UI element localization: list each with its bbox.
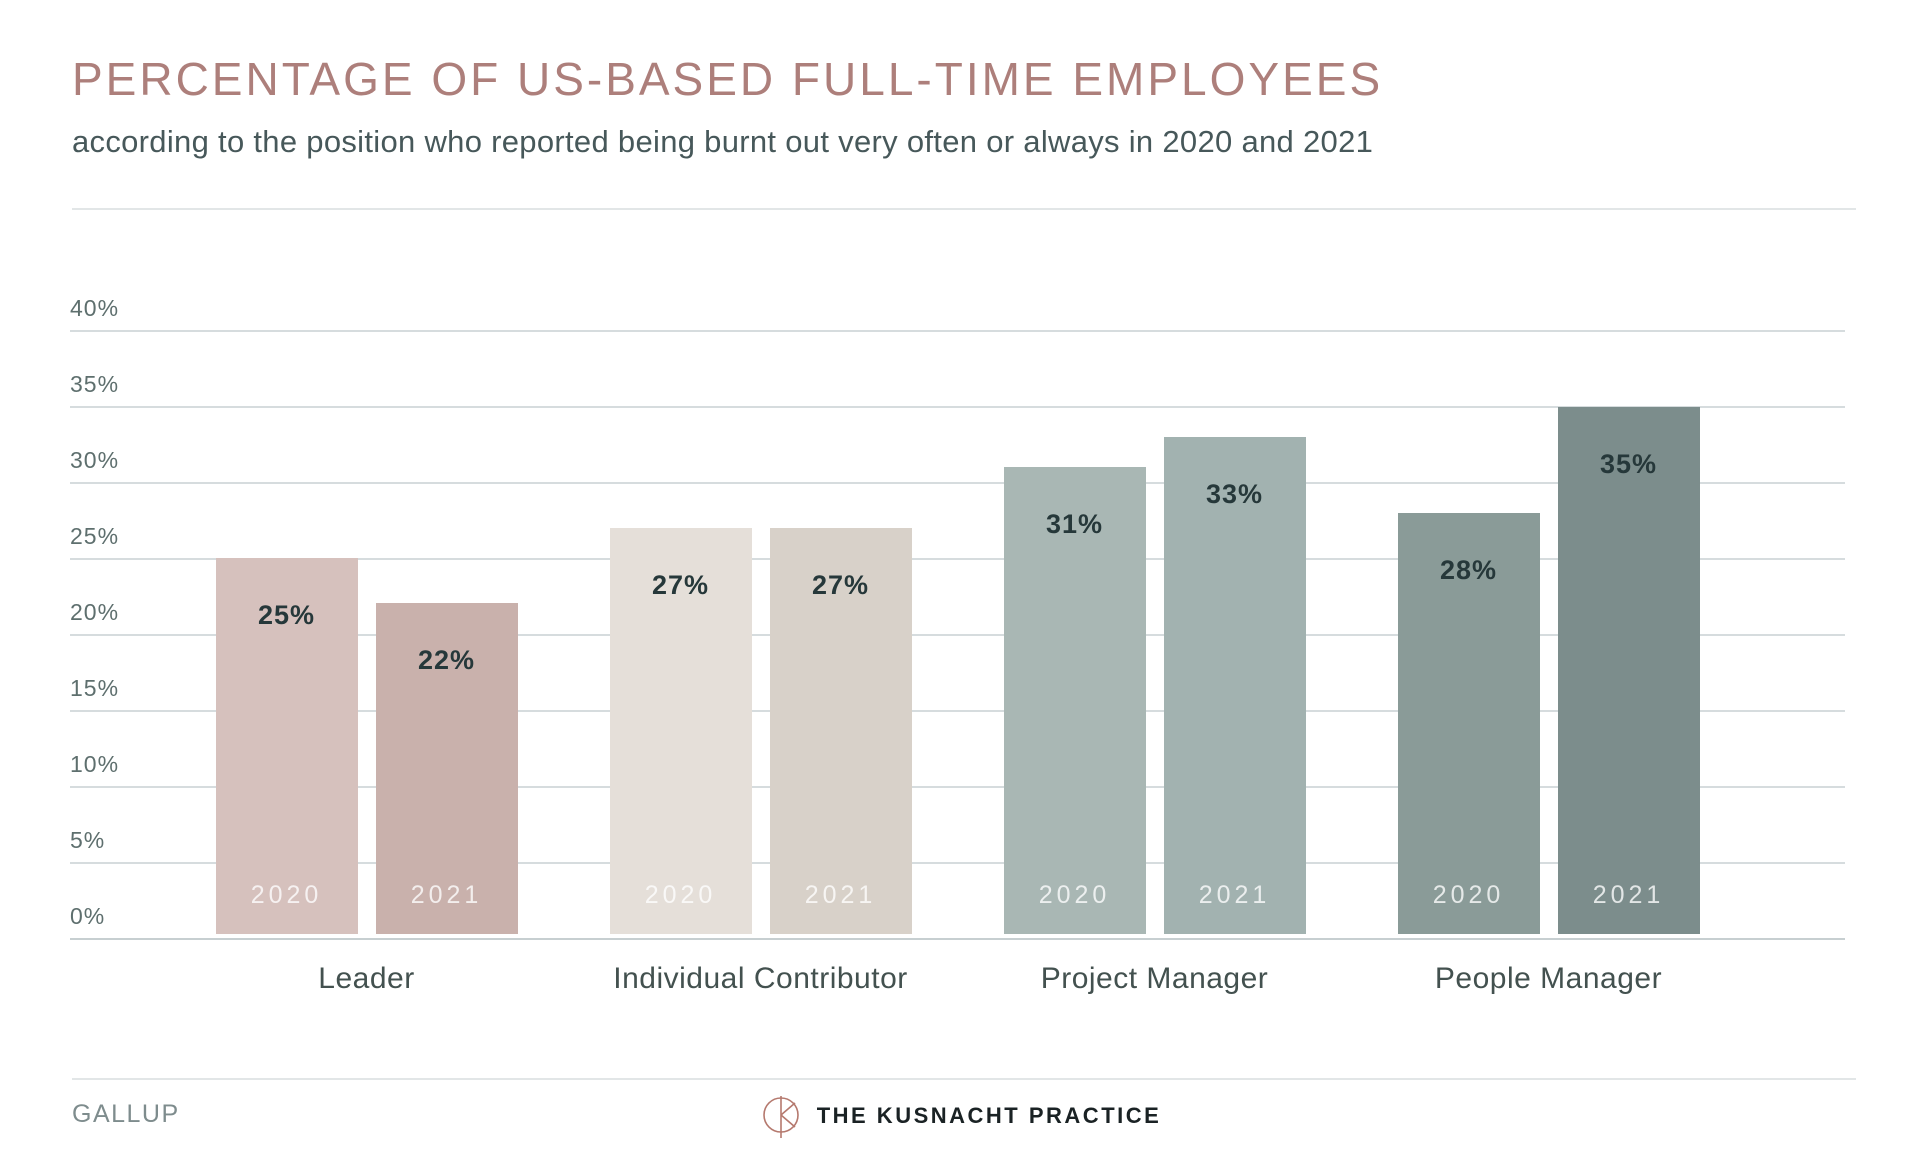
y-tick-label-30%: 30% (70, 447, 120, 473)
value-label: 25% (257, 600, 316, 630)
bar-individual-contributor-2021: 27% 2021 (769, 528, 912, 934)
bar-project-manager-2021: 33% 2021 (1163, 437, 1306, 934)
gridline-5% (70, 862, 1845, 864)
y-tick-label-35%: 35% (70, 371, 120, 397)
gridline-15% (70, 710, 1845, 712)
value-label: 27% (811, 570, 870, 600)
series-year-label: 2021 (1592, 881, 1665, 909)
category-axis: Leader Individual Contributor Project Mana… (70, 962, 1845, 996)
y-tick-label-25%: 25% (70, 523, 120, 549)
y-tick-label-40%: 40% (70, 295, 120, 321)
footer-divider (72, 1078, 1856, 1080)
bar-group-individual-contributor: 27% 2020 27% 2021 (609, 528, 912, 934)
series-year-label: 2021 (804, 881, 877, 909)
value-label: 28% (1439, 555, 1498, 585)
bar-people-manager-2021: 35% 2021 (1557, 407, 1700, 934)
y-tick-label-20%: 20% (70, 599, 120, 625)
bar-people-manager-2020: 28% 2020 (1397, 513, 1540, 934)
series-year-label: 2021 (1198, 881, 1271, 909)
y-tick-label-5%: 5% (70, 827, 106, 853)
bar-group-people-manager: 28% 2020 35% 2021 (1397, 407, 1700, 934)
value-label: 33% (1205, 479, 1264, 509)
bar-leader-2020: 25% 2020 (215, 558, 358, 934)
gridline-40% (70, 330, 1845, 332)
bar-groups: 25% 2020 22% 2021 27% 2020 27% 2021 31% 2020 33% 20… (70, 332, 1845, 934)
value-label: 27% (651, 570, 710, 600)
value-label: 35% (1599, 449, 1658, 479)
y-tick-label-0%: 0% (70, 903, 106, 929)
bar-group-leader: 25% 2020 22% 2021 (215, 558, 518, 934)
category-label-leader: Leader (318, 962, 415, 995)
value-label: 31% (1045, 509, 1104, 539)
brand-lockup: THE KUSNACHT PRACTICE (0, 1090, 1920, 1142)
gridline-25% (70, 558, 1845, 560)
value-label: 22% (417, 645, 476, 675)
bar-group-project-manager: 31% 2020 33% 2021 (1003, 437, 1306, 934)
gridline-10% (70, 786, 1845, 788)
source-label: GALLUP (72, 1100, 180, 1128)
category-label-people-manager: People Manager (1434, 962, 1663, 995)
page-title: PERCENTAGE OF US-BASED FULL-TIME EMPLOYE… (72, 53, 1384, 105)
bar-project-manager-2020: 31% 2020 (1003, 467, 1146, 934)
gridline-30% (70, 482, 1845, 484)
y-tick-label-10%: 10% (70, 751, 120, 777)
gridline-20% (70, 634, 1845, 636)
gridline-0% (70, 938, 1845, 940)
series-year-label: 2020 (1038, 881, 1111, 909)
bar-individual-contributor-2020: 27% 2020 (609, 528, 752, 934)
header-divider (72, 208, 1856, 210)
page-subtitle: according to the position who reported b… (72, 124, 1374, 159)
bar-leader-2021: 22% 2021 (375, 603, 518, 934)
brand-name: THE KUSNACHT PRACTICE (816, 1103, 1162, 1128)
gridline-35% (70, 406, 1845, 408)
series-year-label: 2020 (644, 881, 717, 909)
series-year-label: 2020 (1432, 881, 1505, 909)
circle-k-logo-icon (762, 1096, 799, 1138)
y-tick-label-15%: 15% (70, 675, 120, 701)
chart-plot-area: 40% 35% 30% 25% 20% 15% 10% 5% 0% 25% 2020 22% 2021… (70, 295, 1845, 940)
category-label-individual-contributor: Individual Contributor (613, 962, 908, 995)
category-label-project-manager: Project Manager (1040, 962, 1269, 995)
series-year-label: 2020 (250, 881, 323, 909)
series-year-label: 2021 (410, 881, 483, 909)
